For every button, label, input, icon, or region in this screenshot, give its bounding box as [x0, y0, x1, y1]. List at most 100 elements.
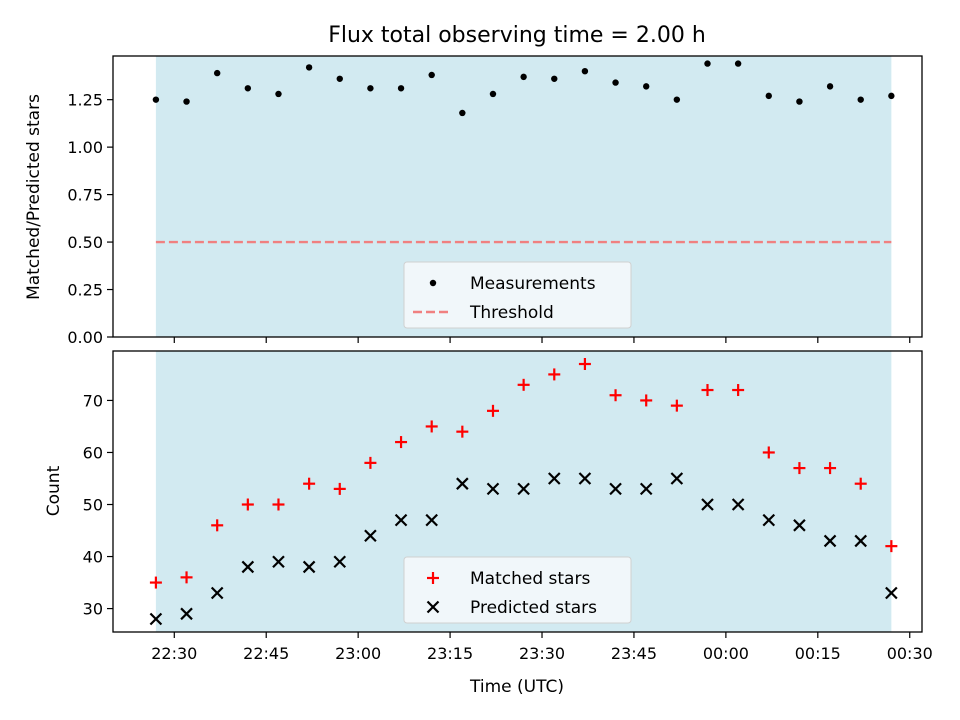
matched-star-point [824, 462, 837, 475]
matched-star-point [793, 462, 806, 475]
predicted-marker-b [302, 560, 316, 574]
matched-star-point [548, 368, 561, 381]
matched-star-point [670, 399, 683, 412]
predicted-star-point [302, 560, 316, 574]
matched-star-point [486, 404, 499, 417]
measurement-point [734, 60, 742, 67]
matched-star-point [762, 446, 775, 459]
predicted-star-point [425, 513, 438, 527]
predicted-star-point [701, 498, 714, 511]
predicted-marker-b [731, 498, 745, 511]
predicted-marker-b [149, 612, 163, 626]
predicted-star-point [456, 477, 469, 490]
top-y-axis-label: Matched/Predicted stars [24, 94, 44, 300]
matched-star-point [395, 436, 408, 449]
predicted-marker-b [854, 534, 867, 548]
matched-star-point [885, 540, 898, 553]
top-axes-frame [112, 55, 923, 338]
measurement-point [244, 85, 252, 92]
bottom-legend-box [403, 556, 632, 624]
predicted-star-point [578, 472, 592, 485]
top-panel: 0.00 0.25 0.50 0.75 1.00 1.25 Measurements Thre… [67, 55, 923, 347]
measurement-point [428, 71, 435, 79]
predicted-star-point [885, 586, 898, 600]
top-y-tick-label: 1.25 [67, 91, 103, 110]
bottom-y-axis-label: Count [44, 465, 64, 516]
measurement-point [275, 90, 282, 98]
legend-measurement-marker [429, 279, 437, 287]
legend-predicted-marker-b [426, 600, 440, 614]
predicted-marker-b [364, 529, 377, 543]
predicted-star-point [517, 482, 530, 496]
x-tick-label: 23:00 [335, 644, 381, 663]
predicted-star-point [272, 555, 285, 569]
measurement-point [765, 92, 772, 100]
predicted-star-point [731, 498, 745, 511]
matched-star-point [640, 394, 653, 407]
predicted-star-point [609, 482, 622, 496]
matched-star-point [180, 571, 193, 584]
measurement-point [826, 83, 834, 90]
predicted-star-point [241, 560, 255, 574]
predicted-marker-b [517, 482, 530, 496]
predicted-marker-b [486, 482, 500, 496]
measurement-point [673, 96, 681, 103]
matched-star-point [854, 477, 867, 490]
matched-star-point [732, 384, 745, 397]
predicted-star-point [333, 555, 347, 569]
bottom-legend-label: Matched stars [470, 569, 590, 589]
x-tick-label: 23:15 [427, 644, 473, 663]
bottom-y-tick-label: 60 [83, 443, 103, 462]
measurement-point [704, 60, 711, 67]
bottom-axes-frame [112, 350, 923, 633]
measurement-point [489, 90, 497, 98]
predicted-marker-b [456, 477, 469, 490]
matched-star-point [149, 576, 162, 589]
matched-star-point [517, 378, 530, 391]
measurement-point [367, 85, 374, 92]
predicted-marker-b [333, 555, 347, 569]
x-tick-label: 22:30 [151, 644, 197, 663]
bottom-legend: Matched stars Predicted stars [403, 556, 632, 624]
measurement-point [520, 73, 527, 81]
predicted-marker-b [701, 498, 714, 511]
measurement-point [397, 85, 405, 92]
matched-star-point [456, 425, 469, 438]
bottom-y-tick-label: 40 [83, 548, 103, 567]
predicted-star-point [762, 513, 776, 527]
matched-star-point [211, 519, 224, 532]
bottom-y-tick-label: 30 [83, 600, 103, 619]
measurement-point [796, 98, 803, 105]
predicted-marker-b [885, 586, 898, 600]
matched-star-point [303, 477, 316, 490]
predicted-marker-b [180, 607, 193, 621]
measurement-point [183, 98, 190, 105]
matched-star-point [425, 420, 438, 433]
predicted-marker-b [823, 534, 837, 548]
predicted-marker-b [394, 513, 408, 527]
bottom-y-tick-label: 70 [83, 391, 103, 410]
predicted-star-point [639, 482, 653, 496]
predicted-marker-b [670, 472, 684, 485]
measurement-point [336, 75, 343, 82]
predicted-marker-b [241, 560, 255, 574]
predicted-star-point [854, 534, 867, 548]
predicted-star-point [364, 529, 377, 543]
x-axis-label: Time (UTC) [469, 677, 564, 697]
measurement-point [857, 96, 864, 103]
top-legend-label: Threshold [469, 303, 554, 323]
top-legend: Measurements Threshold [403, 261, 632, 329]
top-y-tick-label: 1.00 [67, 138, 103, 157]
figure-title: Flux total observing time = 2.00 h [328, 23, 706, 48]
bottom-legend-label: Predicted stars [470, 598, 597, 618]
predicted-marker-b [578, 472, 592, 485]
matched-star-point [701, 384, 714, 397]
predicted-marker-b [547, 472, 561, 485]
measurement-point [581, 67, 589, 75]
x-tick-label: 00:30 [887, 644, 933, 663]
top-y-tick-label: 0.50 [67, 233, 103, 252]
measurement-point [888, 92, 895, 100]
predicted-star-point [547, 472, 561, 485]
predicted-star-point [180, 607, 193, 621]
